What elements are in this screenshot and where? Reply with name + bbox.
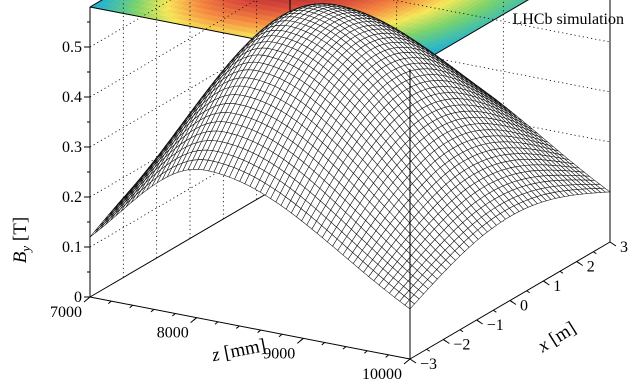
tick-mark xyxy=(194,318,197,321)
wireframe-surface xyxy=(90,4,610,309)
tick-mark xyxy=(560,271,563,273)
x-tick-label: −1 xyxy=(487,317,504,334)
svg-text:By [T]: By [T] xyxy=(10,217,33,263)
tick-mark xyxy=(610,242,616,246)
tick-mark xyxy=(593,252,596,254)
tick-mark xyxy=(151,309,154,312)
b-tick-label: 0.1 xyxy=(62,239,82,256)
svg-text:x [m]: x [m] xyxy=(533,318,579,358)
tick-mark xyxy=(460,330,463,332)
b-tick-label: 0.2 xyxy=(62,189,82,206)
tick-mark xyxy=(236,326,239,329)
lhcb-simulation-label: LHCb simulation xyxy=(512,11,624,28)
z-tick-label: 7000 xyxy=(50,304,82,321)
x-tick-label: 3 xyxy=(620,239,628,256)
b-tick-label: 0.3 xyxy=(62,139,82,156)
tick-mark xyxy=(404,359,410,364)
x-tick-label: 0 xyxy=(520,298,528,315)
b-tick-label: 0.4 xyxy=(62,89,82,106)
tick-mark xyxy=(410,359,416,363)
x-tick-label: 1 xyxy=(553,278,561,295)
z-tick-label: 10000 xyxy=(362,366,402,383)
tick-mark xyxy=(477,320,480,322)
tick-mark xyxy=(527,291,530,293)
tick-mark xyxy=(172,314,175,317)
tick-mark xyxy=(215,322,218,325)
z-tick-label: 9000 xyxy=(263,345,295,362)
z-tick-label: 8000 xyxy=(157,325,189,342)
x-axis-title: x [m] xyxy=(533,318,579,358)
tick-mark xyxy=(300,338,303,341)
x-tick-label: −3 xyxy=(420,356,437,373)
tick-mark xyxy=(130,305,133,308)
tick-mark xyxy=(543,281,546,283)
x-tick-label: 2 xyxy=(587,259,595,276)
tick-mark xyxy=(493,310,496,312)
tick-mark xyxy=(343,347,346,350)
tick-mark xyxy=(258,330,261,333)
tick-mark xyxy=(577,262,580,264)
x-tick-label: −2 xyxy=(453,337,470,354)
y-axis-title: By [T] xyxy=(10,217,33,263)
tick-mark xyxy=(510,301,513,303)
tick-mark xyxy=(108,301,111,304)
tick-mark xyxy=(386,355,389,358)
tick-mark xyxy=(322,342,325,345)
tick-mark xyxy=(279,334,282,337)
tick-mark xyxy=(443,340,446,342)
tick-mark xyxy=(427,349,430,351)
z-axis-title: z [mm] xyxy=(209,335,267,366)
svg-text:z [mm]: z [mm] xyxy=(209,335,267,366)
b-tick-label: 0.5 xyxy=(62,39,82,56)
tick-mark xyxy=(84,297,90,302)
tick-mark xyxy=(364,351,367,354)
